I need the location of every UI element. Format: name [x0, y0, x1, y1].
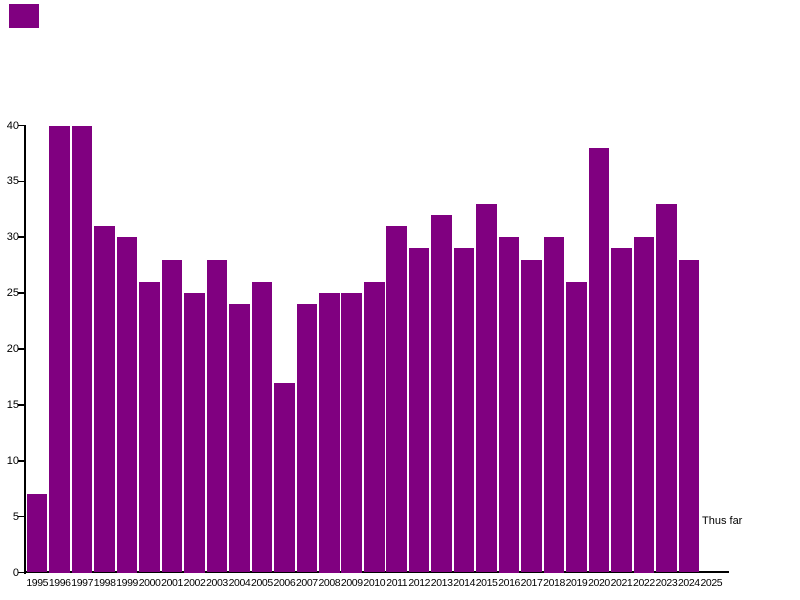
x-tick-label: 2013 — [430, 577, 453, 589]
bar-1996 — [49, 125, 70, 573]
x-tick-label: 2000 — [138, 577, 161, 589]
bar-2020 — [588, 147, 610, 573]
x-tick-label: 2005 — [251, 577, 273, 589]
x-tick-label: 1996 — [48, 577, 71, 589]
x-tick-label: 2023 — [655, 577, 678, 589]
x-tick-label: 2021 — [610, 577, 633, 589]
x-tick-label: 2014 — [453, 577, 476, 589]
x-tick-label: 2017 — [520, 577, 543, 589]
x-tick-label: 2019 — [565, 577, 588, 589]
bar-2017 — [521, 259, 542, 573]
x-tick-label: 2002 — [183, 577, 206, 589]
bar-2012 — [408, 248, 430, 573]
bar-2011 — [386, 226, 407, 573]
y-tick-label: 0 — [12, 566, 19, 579]
bar-2007 — [296, 304, 318, 573]
bar-2004 — [229, 304, 250, 573]
x-tick-label: 2015 — [475, 577, 498, 589]
bar-2024 — [678, 259, 700, 573]
x-tick-label: 2001 — [161, 577, 183, 589]
y-tick — [18, 348, 26, 350]
y-tick — [18, 459, 26, 462]
bar-2006 — [274, 382, 295, 573]
x-tick-label: 2004 — [228, 577, 251, 589]
y-tick — [18, 292, 26, 294]
y-tick-label: 30 — [6, 231, 19, 244]
bar-2016 — [498, 237, 520, 573]
bar-2022 — [633, 237, 655, 573]
bar-2018 — [543, 237, 565, 573]
bar-2023 — [656, 203, 677, 573]
x-tick-label: 2008 — [318, 577, 341, 589]
thus-far-annotation: Thus far — [702, 515, 743, 527]
bar-2001 — [161, 259, 183, 573]
bar-2009 — [341, 293, 363, 573]
x-tick-label: 2007 — [295, 577, 318, 589]
x-tick-label: 2025 — [700, 577, 723, 589]
bar-2000 — [139, 281, 160, 573]
y-tick-label: 10 — [6, 454, 19, 467]
bar-2002 — [184, 293, 205, 573]
y-tick — [18, 180, 26, 183]
y-tick-label: 25 — [6, 287, 19, 300]
x-tick-label: 1995 — [26, 577, 49, 589]
bar-2013 — [431, 214, 452, 573]
bar-1997 — [71, 125, 93, 573]
bar-2021 — [611, 248, 632, 573]
x-tick-label: 2018 — [543, 577, 565, 589]
bar-2015 — [476, 203, 497, 573]
y-tick-label: 15 — [6, 398, 19, 411]
bar-2008 — [319, 293, 340, 573]
y-tick-label: 40 — [6, 119, 19, 132]
x-tick-label: 2009 — [340, 577, 363, 589]
x-tick-label: 1999 — [116, 577, 138, 589]
x-tick-label: 2011 — [386, 577, 408, 589]
bar-1995 — [26, 494, 48, 573]
x-tick-label: 2020 — [588, 577, 610, 589]
y-tick — [18, 515, 26, 518]
y-tick-label: 5 — [12, 510, 19, 523]
y-tick — [18, 236, 26, 239]
bar-2003 — [206, 259, 228, 573]
x-tick-label: 2012 — [408, 577, 431, 589]
corner-color-swatch — [9, 4, 39, 28]
x-tick-label: 1997 — [71, 577, 94, 589]
x-tick-label: 2022 — [633, 577, 655, 589]
bar-2005 — [251, 281, 273, 573]
bar-2010 — [363, 281, 385, 573]
y-tick — [18, 404, 26, 406]
y-tick-label: 35 — [6, 175, 19, 188]
x-tick-label: 2024 — [677, 577, 700, 589]
bar-1999 — [116, 237, 138, 573]
x-tick-label: 1998 — [93, 577, 116, 589]
y-tick — [18, 571, 26, 574]
bar-2014 — [453, 248, 475, 573]
y-tick — [18, 124, 26, 127]
y-tick-label: 20 — [6, 343, 19, 355]
bar-2019 — [566, 281, 587, 573]
bar-1998 — [94, 226, 115, 573]
x-tick-label: 2010 — [363, 577, 386, 589]
x-tick-label: 2006 — [273, 577, 296, 589]
x-tick-label: 2003 — [206, 577, 228, 589]
x-tick-label: 2016 — [498, 577, 520, 589]
